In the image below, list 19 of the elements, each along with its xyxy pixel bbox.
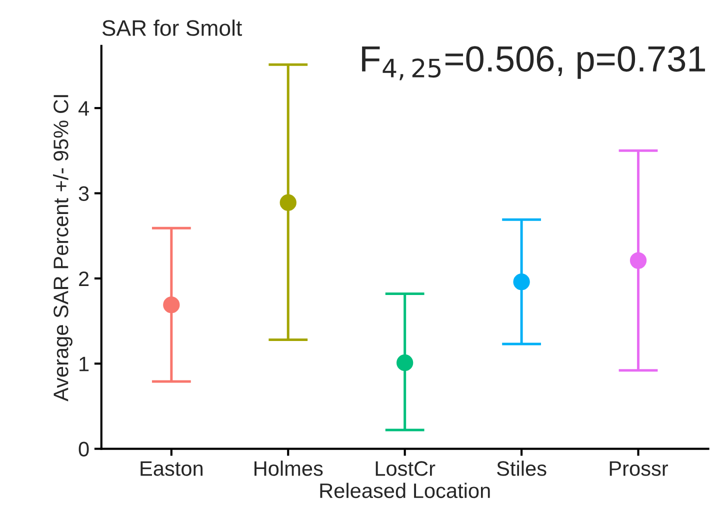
y-tick-label: 4 [78,101,89,116]
y-tick-label: 0 [78,442,89,457]
point [396,354,414,372]
x-tick-label: Prossr [610,461,668,476]
y-tick-label: 3 [78,186,89,202]
x-tick-label: Stiles [497,460,546,476]
y-axis-title: Average SAR Percent +/- 95% CI [53,95,72,402]
x-tick-label: LostCr [376,461,436,476]
point [163,296,180,314]
y-tick-label: 2 [79,271,89,286]
annotation: F$_{4,25}$=0.506, p=0.731 [362,46,706,80]
x-tick-label: Easton [140,461,202,476]
point [280,194,296,211]
point [513,274,530,290]
point [630,252,647,269]
chart-title: SAR for Smolt [102,20,242,36]
x-axis-title: Released Location [320,482,490,498]
y-tick-label: 1 [80,356,89,372]
x-tick-label: Holmes [254,460,323,476]
